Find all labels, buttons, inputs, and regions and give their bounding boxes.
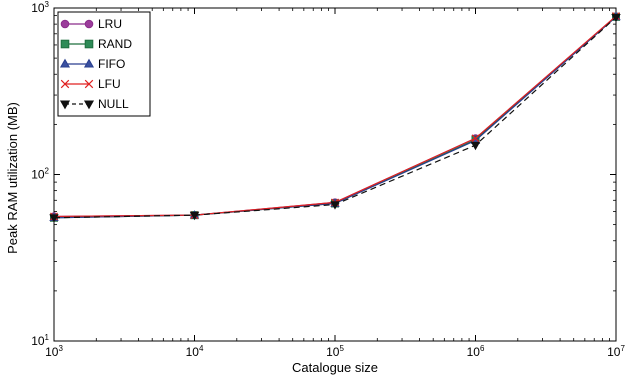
y-axis-label: Peak RAM utilization (MB) [5, 102, 20, 254]
legend-entry-rand: RAND [60, 37, 132, 51]
y-tick-label: 103 [31, 0, 49, 15]
legend-label: LRU [98, 17, 122, 31]
legend-marker [84, 79, 94, 89]
legend-label: NULL [98, 97, 129, 111]
legend-label: RAND [98, 37, 132, 51]
legend-marker [60, 19, 70, 29]
legend-label: FIFO [98, 57, 125, 71]
y-tick-label: 102 [31, 167, 49, 182]
legend-entry-lru: LRU [60, 17, 122, 31]
legend: LRU RAND FIFO LFU NULL [57, 11, 151, 117]
legend-label: LFU [98, 77, 121, 91]
x-axis-ticks: 103 104 105 106 107 [45, 8, 625, 359]
x-tick-label: 107 [607, 344, 625, 359]
x-axis-label: Catalogue size [292, 360, 378, 375]
legend-marker [83, 58, 95, 68]
legend-marker [59, 100, 71, 110]
legend-marker [84, 19, 94, 29]
data-point-null [330, 201, 340, 210]
x-tick-label: 105 [326, 344, 344, 359]
x-tick-label: 103 [45, 344, 63, 359]
series-null [49, 13, 621, 223]
data-point-null [611, 13, 621, 23]
legend-marker [60, 79, 70, 89]
data-point-null [470, 141, 481, 151]
legend-entry-null: NULL [59, 97, 129, 111]
legend-marker [60, 39, 70, 49]
series-layer [49, 11, 621, 223]
legend-marker [59, 58, 71, 68]
legend-entry-lfu: LFU [60, 77, 121, 91]
x-tick-label: 104 [186, 344, 204, 359]
data-point-null [189, 211, 200, 221]
legend-marker [84, 39, 94, 49]
y-tick-label: 101 [31, 333, 49, 348]
legend-entry-fifo: FIFO [59, 57, 125, 71]
data-point-null [49, 214, 59, 223]
data-point-lfu [471, 134, 480, 143]
y-axis-ticks: 101 102 103 [31, 0, 616, 348]
x-tick-label: 106 [467, 344, 485, 359]
legend-marker [83, 100, 95, 110]
